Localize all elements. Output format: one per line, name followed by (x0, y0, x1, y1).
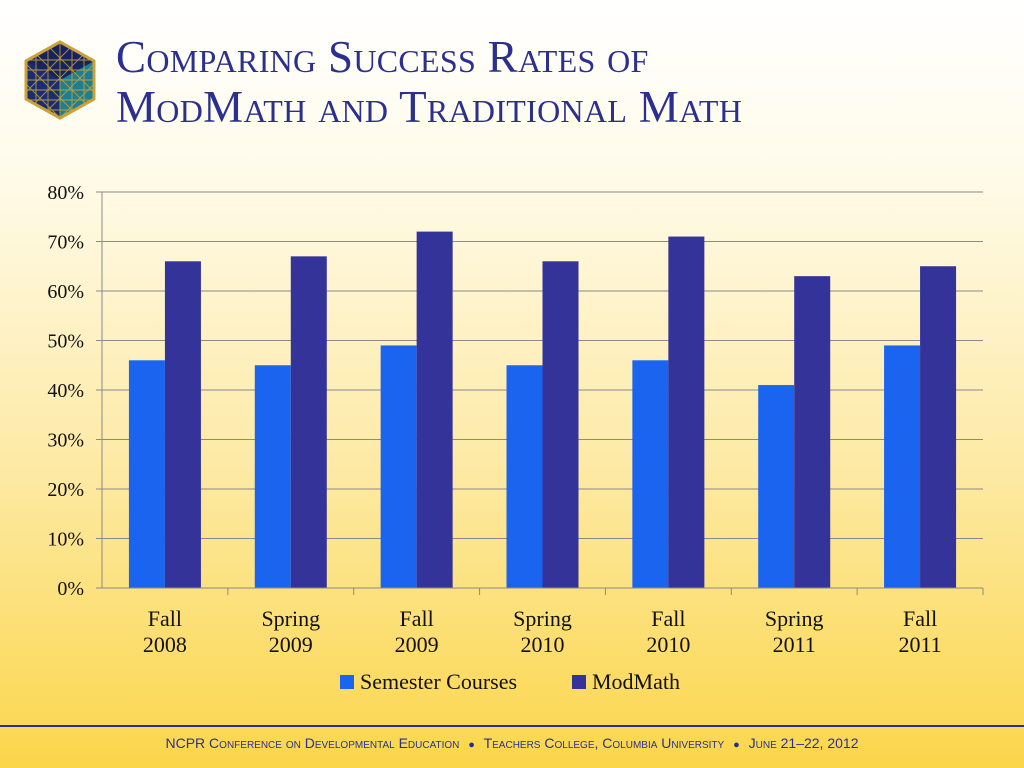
legend-swatch-semester (340, 675, 354, 689)
bar-semester-1 (254, 365, 291, 588)
footer-separator-icon: ● (733, 739, 740, 751)
x-category-label-line: 2009 (269, 632, 313, 657)
x-category-label-line: 2008 (143, 632, 187, 657)
footer-venue: Teachers College, Columbia University (483, 735, 725, 751)
x-category-label-line: Fall (148, 606, 182, 631)
bar-modmath-1 (290, 256, 327, 588)
footer: NCPR Conference on Developmental Educati… (0, 735, 1024, 751)
x-category-label-line: Fall (400, 606, 434, 631)
legend-label-modmath: ModMath (592, 669, 680, 694)
y-tick-label: 20% (47, 479, 84, 501)
x-category-label-line: 2011 (773, 632, 816, 657)
slide-title: Comparing Success Rates of ModMath and T… (116, 32, 742, 132)
x-category-label-line: 2011 (898, 632, 941, 657)
bar-modmath-0 (164, 261, 201, 588)
footer-separator-icon: ● (468, 739, 475, 751)
x-category-label: Spring 2010 (513, 606, 572, 657)
x-category-label: Fall 2010 (646, 606, 690, 657)
x-category-label: Fall 2009 (395, 606, 439, 657)
footer-divider (0, 725, 1024, 727)
x-category-label-line: Fall (903, 606, 937, 631)
chart-legend: Semester Courses ModMath (340, 669, 680, 694)
y-tick-label: 50% (47, 331, 84, 353)
y-tick-label: 70% (47, 232, 84, 254)
bar-modmath-2 (416, 231, 453, 588)
bar-semester-2 (380, 345, 417, 588)
y-tick-label: 0% (57, 578, 84, 600)
legend-swatch-modmath (572, 675, 586, 689)
x-category-label: Spring 2009 (261, 606, 320, 657)
chart-bars (128, 231, 957, 589)
bar-semester-0 (128, 360, 165, 588)
x-category-label: Fall 2008 (143, 606, 187, 657)
bar-semester-4 (632, 360, 669, 588)
footer-conference: NCPR Conference on Developmental Educati… (165, 735, 460, 751)
x-category-label-line: Spring (513, 606, 572, 631)
x-category-label-line: Spring (765, 606, 824, 631)
bar-semester-3 (506, 365, 543, 588)
x-category-label-line: Fall (651, 606, 685, 631)
bar-modmath-5 (794, 276, 831, 588)
y-tick-label: 10% (47, 529, 84, 551)
legend-label-semester: Semester Courses (360, 669, 517, 694)
y-tick-label: 60% (47, 281, 84, 303)
x-category-label-line: 2010 (646, 632, 690, 657)
bar-modmath-6 (920, 266, 957, 588)
x-category-label-line: 2010 (521, 632, 565, 657)
y-tick-label: 40% (47, 380, 84, 402)
slide-title-line-1: Comparing Success Rates of (116, 32, 649, 82)
success-rate-bar-chart: 0%10%20%30%40%50%60%70%80%Fall 2008Spring… (47, 182, 984, 694)
chart-axes: 0%10%20%30%40%50%60%70%80%Fall 2008Spring… (47, 182, 984, 657)
x-category-label-line: 2009 (395, 632, 439, 657)
x-category-label: Spring 2011 (765, 606, 824, 657)
footer-date: June 21–22, 2012 (748, 735, 859, 751)
bar-modmath-3 (542, 261, 579, 588)
slide-title-line-2: ModMath and Traditional Math (116, 82, 743, 132)
x-category-label: Fall 2011 (898, 606, 941, 657)
y-tick-label: 80% (47, 182, 84, 204)
bar-modmath-4 (668, 236, 705, 589)
x-category-label-line: Spring (261, 606, 320, 631)
bar-semester-6 (884, 345, 921, 588)
bar-semester-5 (758, 385, 795, 588)
hexagon-cube-logo-icon (24, 40, 96, 120)
y-tick-label: 30% (47, 430, 84, 452)
